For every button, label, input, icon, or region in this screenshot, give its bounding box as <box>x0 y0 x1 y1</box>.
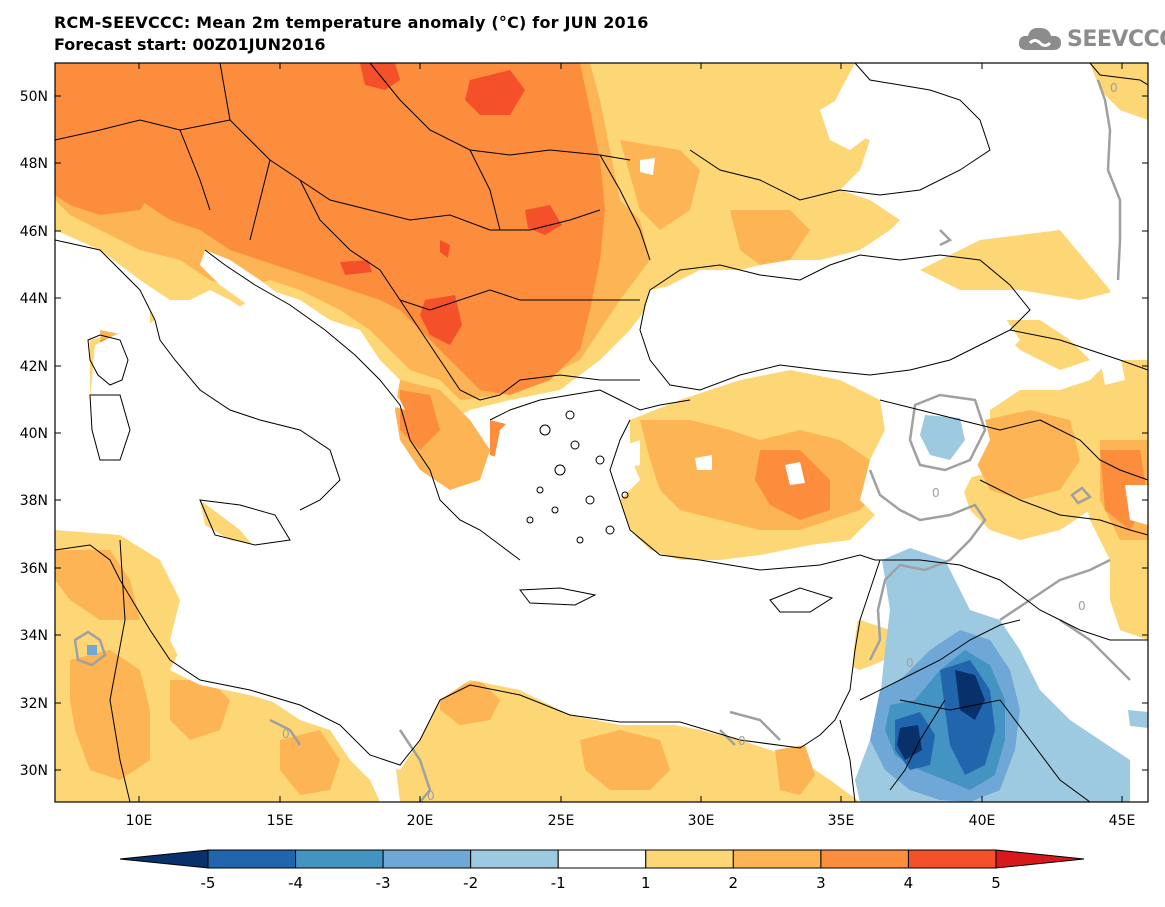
seevccc-logo: SEEVCCC <box>1017 22 1165 56</box>
lat-label: 40N <box>20 426 48 442</box>
map-title: RCM-SEEVCCC: Mean 2m temperature anomaly… <box>54 13 649 32</box>
coastlines-borders <box>55 63 1148 802</box>
aegean-islands <box>526 410 629 544</box>
colorbar-label: -1 <box>551 874 566 892</box>
lon-label: 15E <box>267 813 294 829</box>
lon-label: 30E <box>688 813 715 829</box>
colorbar-box <box>645 849 734 869</box>
lat-label: 32N <box>20 696 48 712</box>
colorbar-box <box>907 849 997 869</box>
colorbar-box <box>207 849 297 869</box>
lon-label: 25E <box>548 813 575 829</box>
longitude-axis <box>138 63 1123 802</box>
colorbar-box <box>732 849 822 869</box>
cloud-icon <box>1018 27 1061 50</box>
anomaly-m1-m2-anatolia <box>920 415 965 460</box>
lon-label: 10E <box>126 813 153 829</box>
lat-label: 30N <box>20 763 48 779</box>
lon-label: 35E <box>828 813 855 829</box>
lat-label: 34N <box>20 628 48 644</box>
lat-label: 42N <box>20 359 48 375</box>
contour-label: 0 <box>427 789 435 803</box>
lon-label: 45E <box>1109 813 1136 829</box>
anomaly-m4-m5-region <box>940 660 995 775</box>
contour-label: 0 <box>906 656 914 670</box>
forecast-start: Forecast start: 00Z01JUN2016 <box>54 35 326 54</box>
lon-label: 20E <box>407 813 434 829</box>
colorbar-lower-arrow <box>119 849 209 869</box>
contour-label: 0 <box>738 734 746 748</box>
anomaly-negative-regions <box>87 415 1148 802</box>
colorbar-label: -4 <box>288 874 303 892</box>
colorbar-label: 5 <box>991 874 1001 892</box>
colorbar-box <box>820 849 909 869</box>
lat-label: 38N <box>20 493 48 509</box>
colorbar-label: -3 <box>376 874 391 892</box>
anomaly-4-5-region <box>340 63 562 345</box>
latitude-labels: 50N 48N 46N 44N 42N 40N 38N 36N 34N 32N … <box>20 89 48 779</box>
colorbar-label: -2 <box>463 874 478 892</box>
colorbar-label: 4 <box>904 874 914 892</box>
lat-label: 36N <box>20 561 48 577</box>
lat-label: 46N <box>20 224 48 240</box>
map-area <box>55 63 1148 802</box>
latitude-axis <box>55 95 1148 771</box>
contour-labels: 0 0 0 0 0 0 0 <box>282 81 1118 803</box>
sea-areas <box>55 230 1020 770</box>
colorbar: -5 -4 -3 -2 -1 1 2 3 4 5 <box>119 849 1085 892</box>
zero-contours <box>73 79 1131 802</box>
logo-text: SEEVCCC <box>1067 26 1165 52</box>
colorbar-label: 2 <box>729 874 739 892</box>
lat-label: 50N <box>20 89 48 105</box>
longitude-labels: 10E 15E 20E 25E 30E 35E 40E 45E <box>126 813 1136 829</box>
colorbar-box <box>295 849 384 869</box>
contour-label: 0 <box>1110 81 1118 95</box>
contour-label: 0 <box>1078 599 1086 613</box>
colorbar-label: 3 <box>816 874 826 892</box>
contour-label: 0 <box>282 727 290 741</box>
colorbar-box <box>557 849 647 869</box>
colorbar-box <box>382 849 472 869</box>
colorbar-box <box>470 849 559 869</box>
lat-label: 44N <box>20 291 48 307</box>
lat-label: 48N <box>20 156 48 172</box>
contour-label: 0 <box>932 486 940 500</box>
lon-label: 40E <box>969 813 996 829</box>
colorbar-label: 1 <box>641 874 651 892</box>
colorbar-label: -5 <box>201 874 216 892</box>
colorbar-upper-arrow <box>995 849 1085 869</box>
